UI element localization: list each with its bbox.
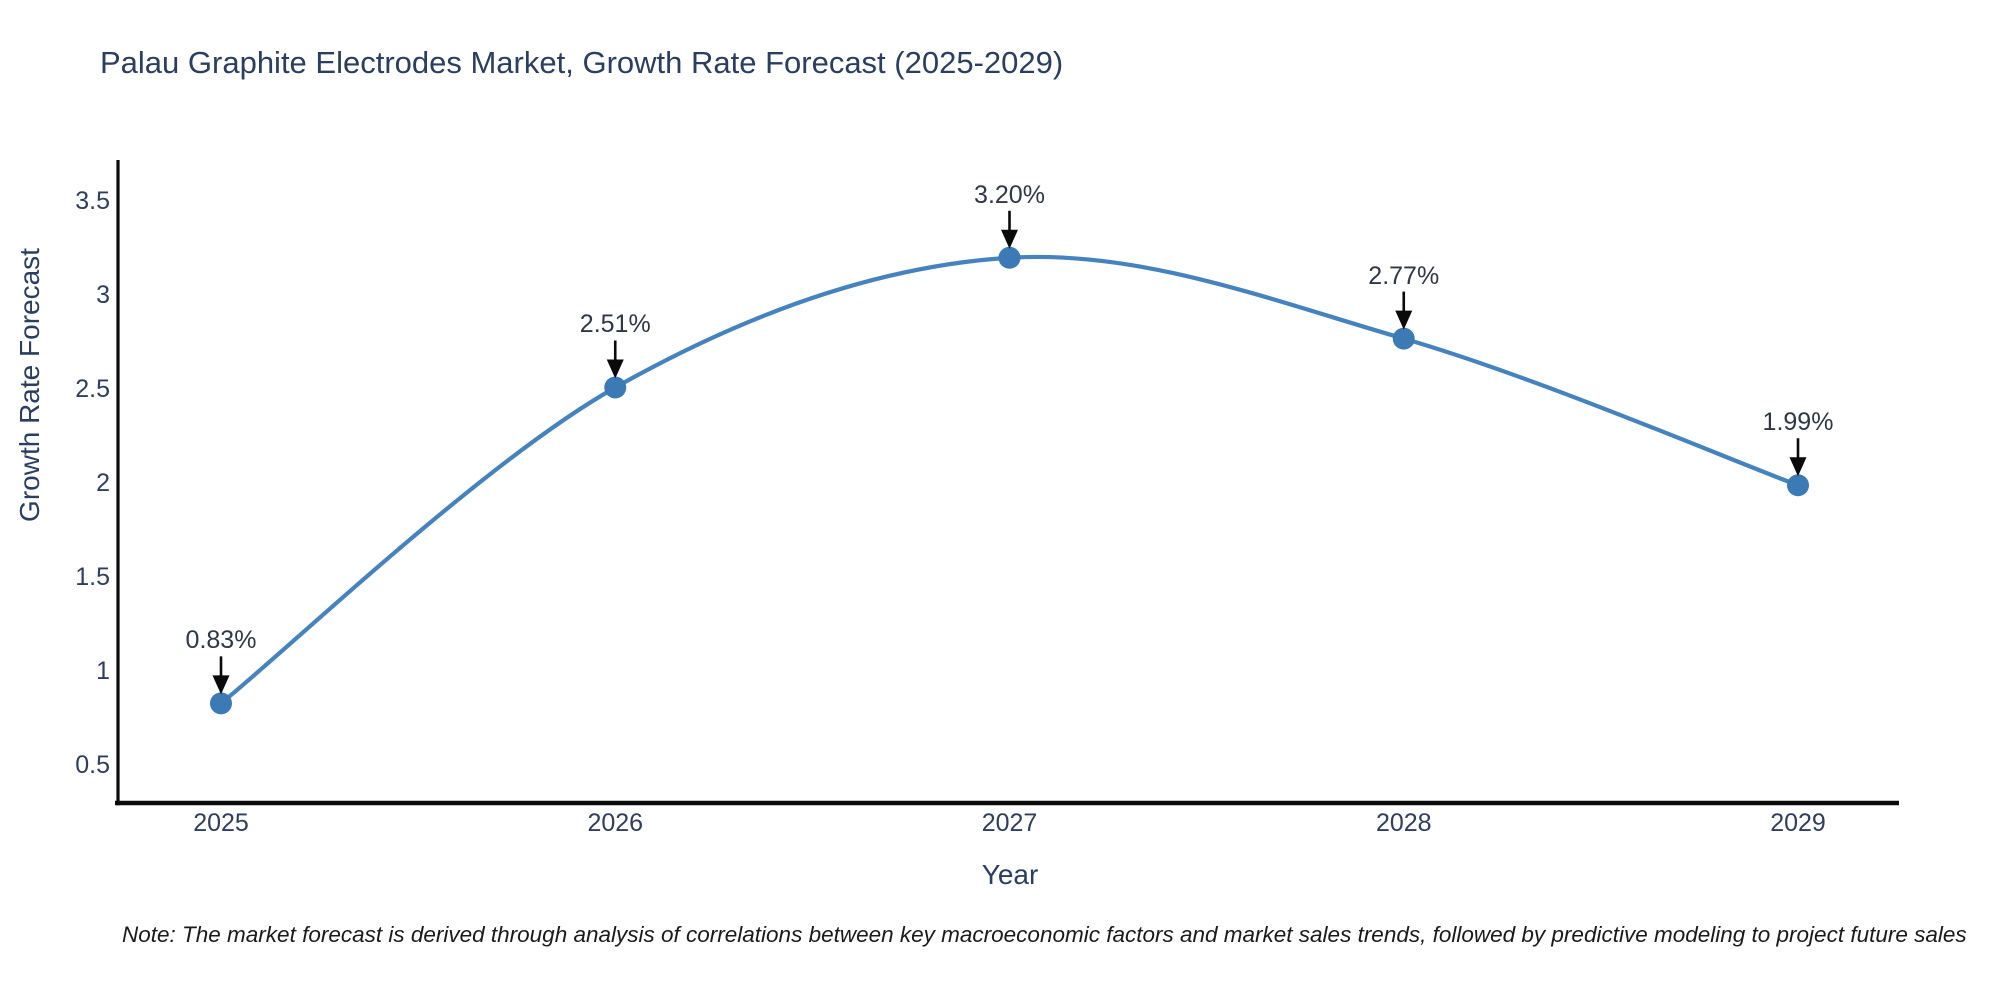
annotation-arrow-head [606,359,624,379]
x-tick-label: 2029 [1770,809,1826,837]
data-point-marker [1392,327,1415,350]
footnote: Note: The market forecast is derived thr… [122,922,1967,947]
x-tick-label: 2025 [193,809,249,837]
annotation-arrow-head [1789,457,1807,477]
data-point-value-label: 2.77% [1368,261,1440,290]
data-point-marker [210,692,232,715]
y-tick-label: 3.5 [75,187,110,216]
x-tick-label: 2026 [587,809,644,837]
y-tick-label: 0.5 [75,751,110,780]
y-tick-label: 2.5 [75,375,110,404]
data-point-value-label: 2.51% [579,310,651,339]
chart-title: Palau Graphite Electrodes Market, Growth… [100,45,1064,80]
data-point-value-label: 0.83% [185,626,257,655]
data-point-marker [604,376,627,399]
data-point-marker [1787,474,1809,497]
y-tick-label: 1 [96,657,110,686]
annotation-arrow-head [212,675,230,695]
data-point-value-label: 3.20% [974,180,1045,209]
annotation-arrow-head [1001,229,1018,249]
data-point-marker [998,246,1021,269]
x-tick-label: 2028 [1375,809,1432,837]
forecast-line [218,254,1801,706]
data-point-value-label: 1.99% [1762,408,1834,437]
y-tick-label: 1.5 [75,563,110,592]
x-tick-label: 2027 [981,809,1038,837]
y-tick-label: 3 [96,281,110,310]
x-axis-label: Year [981,859,1039,890]
y-tick-label: 2 [96,469,110,498]
annotation-arrow-head [1395,310,1413,330]
